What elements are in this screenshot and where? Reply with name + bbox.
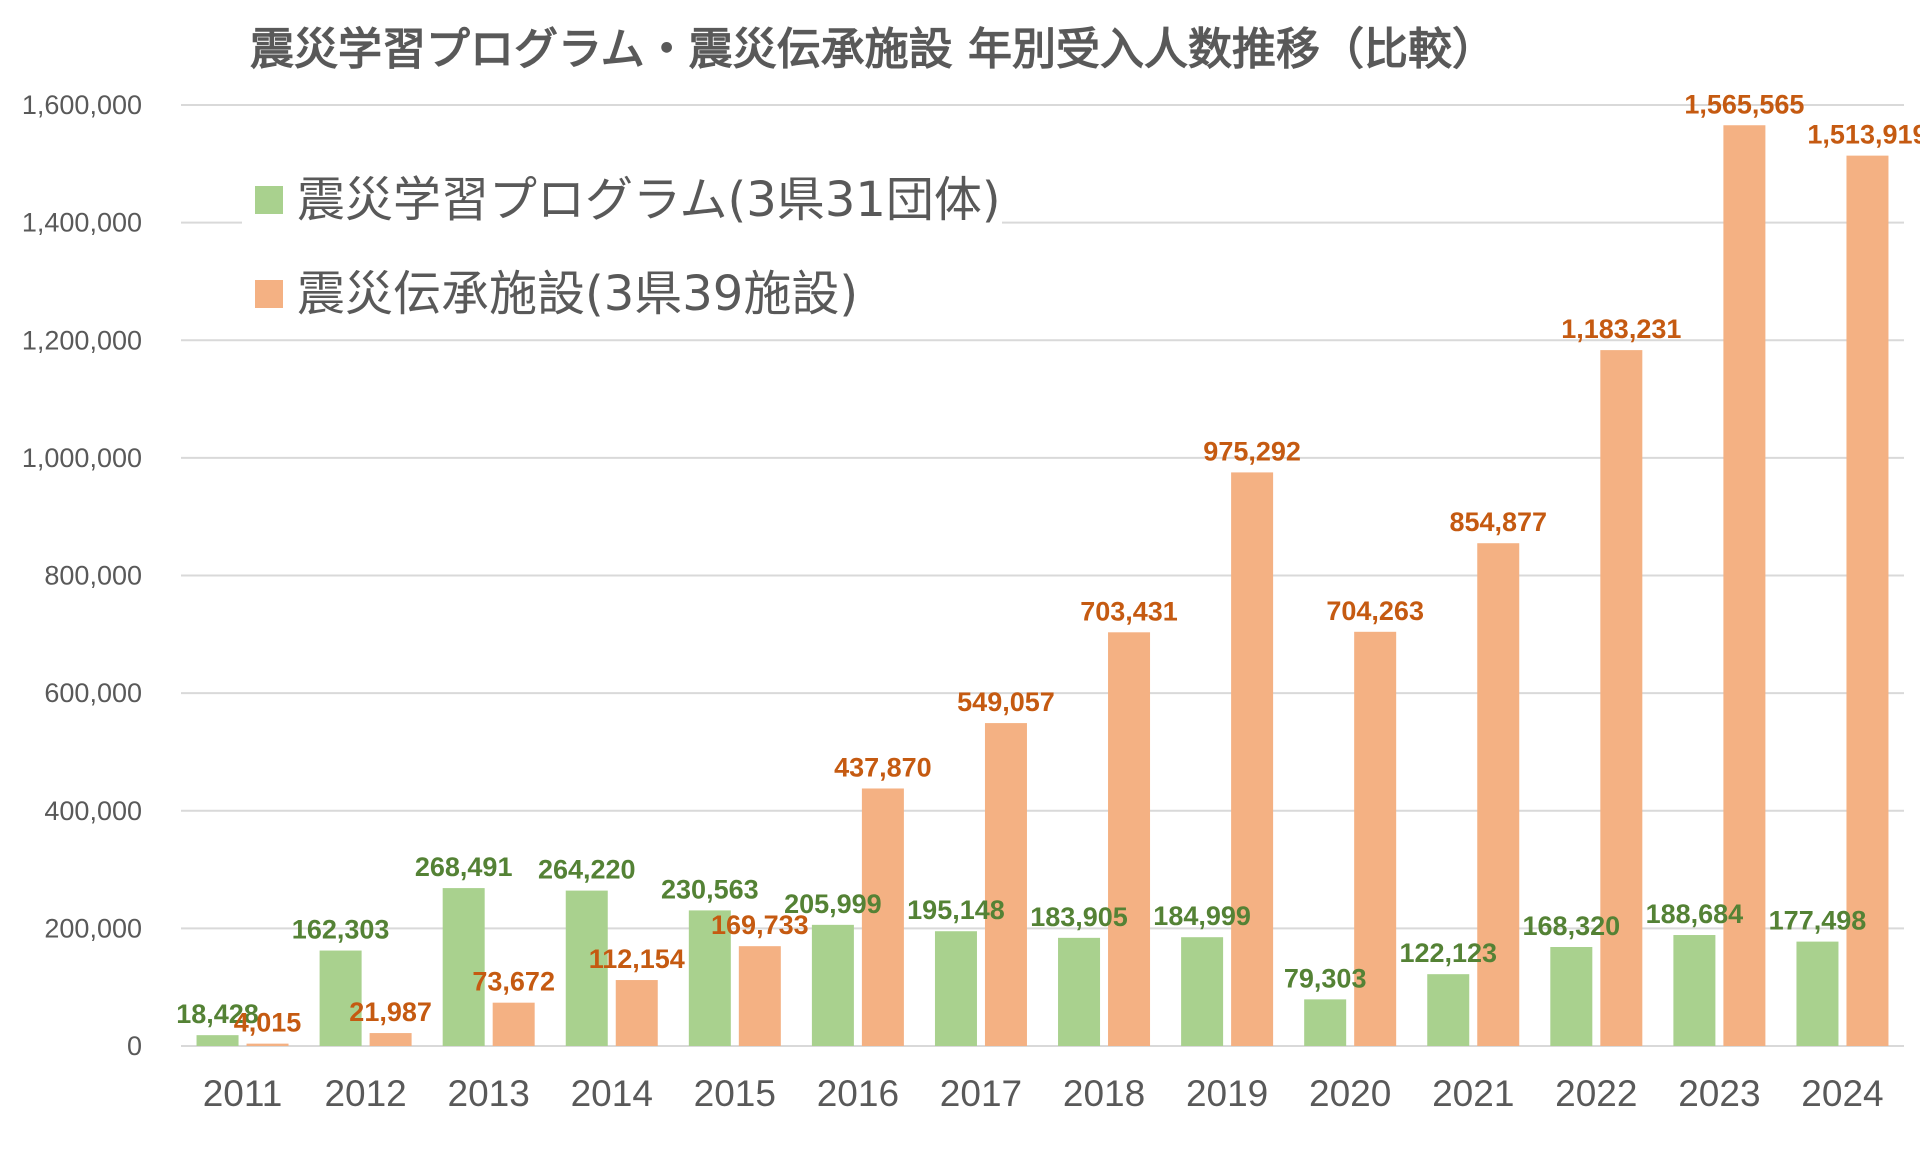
y-tick-label: 1,000,000 bbox=[22, 443, 142, 473]
legend-swatch-program bbox=[255, 186, 283, 214]
bar-facility bbox=[1600, 350, 1643, 1046]
chart-title: 震災学習プログラム・震災伝承施設 年別受入人数推移（比較） bbox=[250, 24, 1496, 75]
data-label-program: 188,684 bbox=[1646, 899, 1744, 929]
legend-label-program: 震災学習プログラム(3県31団体) bbox=[297, 172, 1001, 228]
data-label-program: 230,563 bbox=[661, 874, 759, 904]
data-label-program: 183,905 bbox=[1030, 902, 1128, 932]
x-tick-label: 2014 bbox=[571, 1073, 653, 1114]
bar-program bbox=[688, 910, 731, 1046]
data-label-program: 122,123 bbox=[1399, 938, 1497, 968]
x-tick-label: 2017 bbox=[940, 1073, 1022, 1114]
x-tick-label: 2020 bbox=[1309, 1073, 1391, 1114]
bar-facility bbox=[861, 788, 904, 1046]
x-tick-label: 2023 bbox=[1678, 1073, 1760, 1114]
bar-facility bbox=[984, 723, 1027, 1046]
data-label-facility: 169,733 bbox=[711, 910, 809, 940]
y-tick-label: 1,400,000 bbox=[22, 208, 142, 238]
y-axis: 0 200,000 400,000 600,000 800,000 1,000,000 1,… bbox=[22, 90, 142, 1061]
data-label-facility: 703,431 bbox=[1080, 596, 1178, 626]
bar-facility bbox=[492, 1002, 535, 1046]
x-tick-label: 2022 bbox=[1555, 1073, 1637, 1114]
bar-program bbox=[1304, 999, 1347, 1046]
y-tick-label: 600,000 bbox=[44, 678, 142, 708]
y-tick-label: 1,600,000 bbox=[22, 90, 142, 120]
data-label-program: 184,999 bbox=[1153, 901, 1251, 931]
bar-program bbox=[1550, 947, 1593, 1046]
bar-program bbox=[1673, 935, 1716, 1046]
bar-program bbox=[565, 890, 608, 1046]
x-tick-label: 2012 bbox=[324, 1073, 406, 1114]
data-label-program: 168,320 bbox=[1523, 911, 1621, 941]
data-label-facility: 73,672 bbox=[472, 967, 555, 997]
x-tick-label: 2011 bbox=[203, 1073, 283, 1114]
y-tick-label: 800,000 bbox=[44, 561, 142, 591]
data-label-program: 18,428 bbox=[176, 999, 259, 1029]
x-tick-label: 2018 bbox=[1063, 1073, 1145, 1114]
data-label-facility: 4,015 bbox=[234, 1008, 302, 1038]
legend-label-facility: 震災伝承施設(3県39施設) bbox=[297, 266, 858, 322]
y-tick-label: 400,000 bbox=[44, 796, 142, 826]
bar-program bbox=[1427, 974, 1470, 1046]
data-label-program: 177,498 bbox=[1769, 906, 1867, 936]
data-label-program: 79,303 bbox=[1284, 963, 1367, 993]
bar-facility bbox=[369, 1033, 412, 1046]
legend: 震災学習プログラム(3県31団体) 震災伝承施設(3県39施設) bbox=[242, 142, 1002, 332]
bar-facility bbox=[1723, 125, 1766, 1047]
bar-program bbox=[319, 950, 362, 1046]
bar-program bbox=[811, 924, 854, 1046]
data-label-program: 205,999 bbox=[784, 889, 882, 919]
bars bbox=[196, 125, 1889, 1047]
data-label-facility: 549,057 bbox=[957, 687, 1055, 717]
x-tick-label: 2019 bbox=[1186, 1073, 1268, 1114]
legend-swatch-facility bbox=[255, 280, 283, 308]
data-label-facility: 854,877 bbox=[1449, 507, 1547, 537]
bar-facility bbox=[1846, 155, 1889, 1046]
data-label-facility: 437,870 bbox=[834, 752, 932, 782]
data-label-facility: 1,513,919 bbox=[1807, 120, 1920, 150]
x-axis: 2011 2012 2013 2014 2015 2016 2017 2018 2019 2020… bbox=[203, 1073, 1884, 1114]
bar-program bbox=[196, 1035, 239, 1046]
bar-program bbox=[1181, 937, 1224, 1046]
bar-program bbox=[1058, 937, 1101, 1046]
x-tick-label: 2015 bbox=[694, 1073, 776, 1114]
x-tick-label: 2016 bbox=[817, 1073, 899, 1114]
legend-background bbox=[242, 142, 1002, 332]
data-label-facility: 1,183,231 bbox=[1561, 314, 1681, 344]
data-label-program: 195,148 bbox=[907, 895, 1005, 925]
bar-program bbox=[934, 931, 977, 1046]
data-label-facility: 21,987 bbox=[349, 997, 432, 1027]
data-label-program: 162,303 bbox=[292, 915, 390, 945]
bar-program bbox=[1796, 941, 1839, 1046]
bar-facility bbox=[1108, 632, 1151, 1046]
data-label-facility: 112,154 bbox=[589, 944, 685, 974]
data-label-facility: 975,292 bbox=[1203, 436, 1301, 466]
y-tick-label: 1,200,000 bbox=[22, 325, 142, 355]
y-tick-label: 200,000 bbox=[44, 913, 142, 943]
data-label-program: 264,220 bbox=[538, 855, 636, 885]
data-label-facility: 1,565,565 bbox=[1684, 89, 1804, 119]
x-tick-label: 2021 bbox=[1432, 1073, 1514, 1114]
data-label-facility: 704,263 bbox=[1326, 596, 1424, 626]
x-tick-label: 2024 bbox=[1801, 1073, 1883, 1114]
data-label-program: 268,491 bbox=[415, 852, 513, 882]
bar-facility bbox=[1354, 631, 1397, 1046]
bar-facility bbox=[1477, 543, 1520, 1046]
bar-program bbox=[442, 888, 485, 1046]
bar-facility bbox=[615, 980, 658, 1046]
x-tick-label: 2013 bbox=[448, 1073, 530, 1114]
bar-facility bbox=[738, 946, 781, 1046]
y-tick-label: 0 bbox=[127, 1031, 142, 1061]
bar-facility bbox=[1231, 472, 1274, 1047]
bar-facility bbox=[246, 1043, 289, 1046]
